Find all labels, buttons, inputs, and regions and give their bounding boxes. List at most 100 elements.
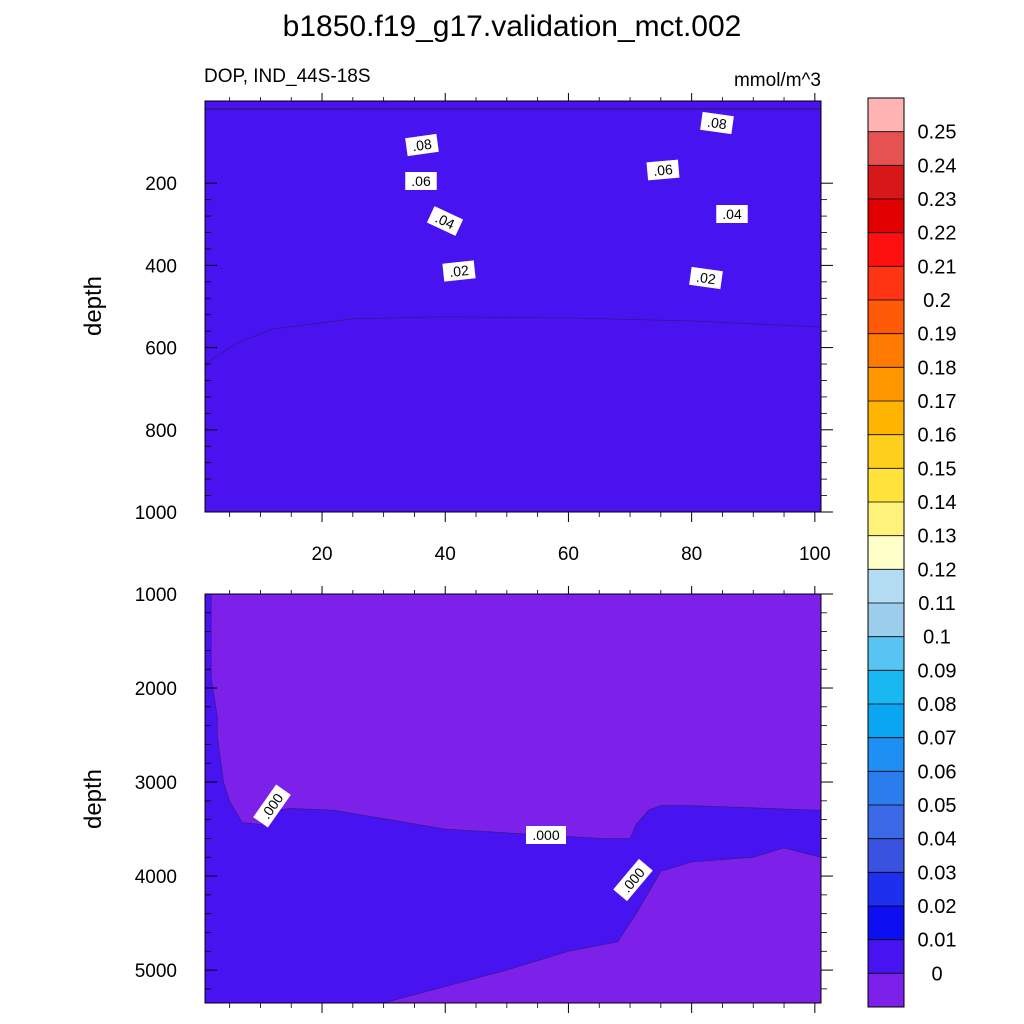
- top-contour-regions: [205, 108, 821, 365]
- y-tick-label: 200: [145, 174, 177, 195]
- contour-label-text: .08: [411, 136, 433, 155]
- colorbar-tick-label: 0.25: [918, 122, 957, 144]
- colorbar-swatch: [868, 838, 904, 873]
- top-panel: DOP, IND_44S-18S mmol/m^3 20 40 60 80 100 200…: [80, 66, 833, 565]
- colorbar-tick-label: 0.23: [918, 189, 957, 211]
- contour-label-box: [700, 111, 734, 135]
- colorbar-tick-label: 0.03: [918, 862, 957, 884]
- contour-label-text: .04: [722, 206, 742, 222]
- y-tick-label: 1000: [135, 585, 177, 606]
- colorbar-tick-label: 0.1: [923, 627, 951, 649]
- colorbar-tick-label: 0.11: [918, 593, 955, 615]
- colorbar-tick-label: 0.08: [918, 694, 957, 716]
- top-right-label: mmol/m^3: [734, 70, 821, 91]
- colorbar-swatch: [868, 502, 904, 536]
- contour-label-box: [526, 826, 566, 844]
- colorbar-swatch: [868, 939, 904, 974]
- colorbar-swatch: [868, 333, 904, 368]
- colorbar-tick-label: 0.15: [918, 458, 957, 480]
- bottom-plot-frame: [204, 593, 822, 1004]
- colorbar-swatch: [868, 872, 904, 907]
- colorbar-swatch: [868, 670, 904, 705]
- y-tick-label: 4000: [135, 867, 177, 888]
- colorbar-swatch: [868, 771, 904, 806]
- bottom-contour-regions: [210, 594, 821, 1003]
- colorbar-tick-label: 0: [931, 963, 942, 985]
- contour-label-box: [613, 858, 653, 902]
- bottom-axis-ticks: 1000 2000 3000 4000 5000: [135, 585, 833, 1013]
- colorbar-tick-label: 0.21: [918, 256, 957, 278]
- colorbar-tick-label: 0.13: [918, 526, 957, 548]
- contour-label-box: [405, 172, 437, 190]
- top-contour-line-labels: .08 .08 .06 .06 .04 .04 .02 .02: [405, 111, 748, 290]
- top-y-axis-label: depth: [80, 276, 107, 336]
- x-tick-label: 40: [435, 544, 456, 565]
- contour-line-label: .08: [700, 111, 734, 135]
- colorbar-swatch: [868, 603, 904, 637]
- contour-region-0: [210, 594, 821, 839]
- y-tick-label: 600: [145, 339, 177, 360]
- colorbar-tick-label: 0.19: [918, 324, 957, 346]
- colorbar-tick-label: 0.22: [918, 223, 957, 245]
- chart-title: b1850.f19_g17.validation_mct.002: [283, 10, 742, 43]
- colorbar-swatch: [868, 300, 904, 334]
- contour-label-box: [426, 206, 464, 236]
- y-tick-label: 1000: [135, 503, 177, 524]
- contour-region-1: [383, 847, 821, 1003]
- y-tick-label: 3000: [135, 773, 177, 794]
- bottom-y-axis-label: depth: [80, 769, 107, 829]
- colorbar-swatch: [868, 131, 904, 166]
- colorbar-tick-label: 0.24: [918, 155, 957, 177]
- contour-label-box: [646, 159, 680, 181]
- colorbar-tick-label: 0.04: [918, 829, 957, 851]
- contour-line-label: .02: [689, 266, 723, 290]
- contour-label-text: .06: [411, 173, 431, 189]
- contour-label-text: .04: [433, 210, 458, 233]
- contour-line-label: .08: [405, 133, 439, 157]
- y-tick-label: 2000: [135, 679, 177, 700]
- colorbar-frame: [867, 97, 905, 1008]
- colorbar-swatch: [868, 906, 904, 940]
- x-tick-label: 60: [558, 544, 579, 565]
- contour-line-label: .02: [442, 260, 476, 282]
- contour-label-box: [689, 266, 723, 290]
- contour-label-box: [442, 260, 476, 282]
- colorbar-tick-label: 0.05: [918, 795, 957, 817]
- colorbar-tick-label: 0.01: [918, 930, 957, 952]
- contour-label-text: .08: [706, 114, 728, 133]
- contour-label-text: .000: [532, 827, 559, 843]
- contour-label-text: .02: [695, 269, 717, 288]
- colorbar-tick-label: 0.16: [918, 425, 957, 447]
- contour-line-label: .06: [646, 159, 680, 181]
- colorbar-tick-label: 0.07: [918, 728, 957, 750]
- colorbar-swatch: [868, 973, 904, 1008]
- contour-label-box: [405, 133, 439, 157]
- colorbar-swatch: [868, 199, 904, 233]
- colorbar-swatch: [868, 737, 904, 772]
- colorbar-swatch: [868, 98, 904, 132]
- colorbar-swatch: [868, 535, 904, 570]
- colorbar-tick-label: 0.18: [918, 357, 957, 379]
- colorbar-tick-label: 0.17: [918, 391, 957, 413]
- contour-label-text: .02: [448, 262, 469, 280]
- colorbar-tick-label: 0.06: [918, 761, 957, 783]
- colorbar-tick-label: 0.02: [918, 896, 957, 918]
- contour-line-label: .06: [405, 172, 437, 190]
- colorbar-swatch: [868, 434, 904, 469]
- y-tick-label: 800: [145, 421, 177, 442]
- contour-line-label: .04: [716, 205, 748, 223]
- colorbar-swatch: [868, 704, 904, 738]
- colorbar-swatch: [868, 266, 904, 301]
- colorbar-swatch: [868, 468, 904, 503]
- y-tick-label: 400: [145, 256, 177, 277]
- top-left-label: DOP, IND_44S-18S: [204, 66, 371, 87]
- contour-label-box: [716, 205, 748, 223]
- top-axis-ticks: 20 40 60 80 100 200 400 600 800 1000: [135, 93, 833, 565]
- colorbar-swatch: [868, 367, 904, 402]
- contour-label-box: [253, 784, 291, 828]
- colorbar-swatch: [868, 636, 904, 671]
- contour-line-label: .000: [526, 826, 566, 844]
- colorbar-tick-label: 0.12: [918, 559, 957, 581]
- contour-label-text: .06: [653, 161, 674, 179]
